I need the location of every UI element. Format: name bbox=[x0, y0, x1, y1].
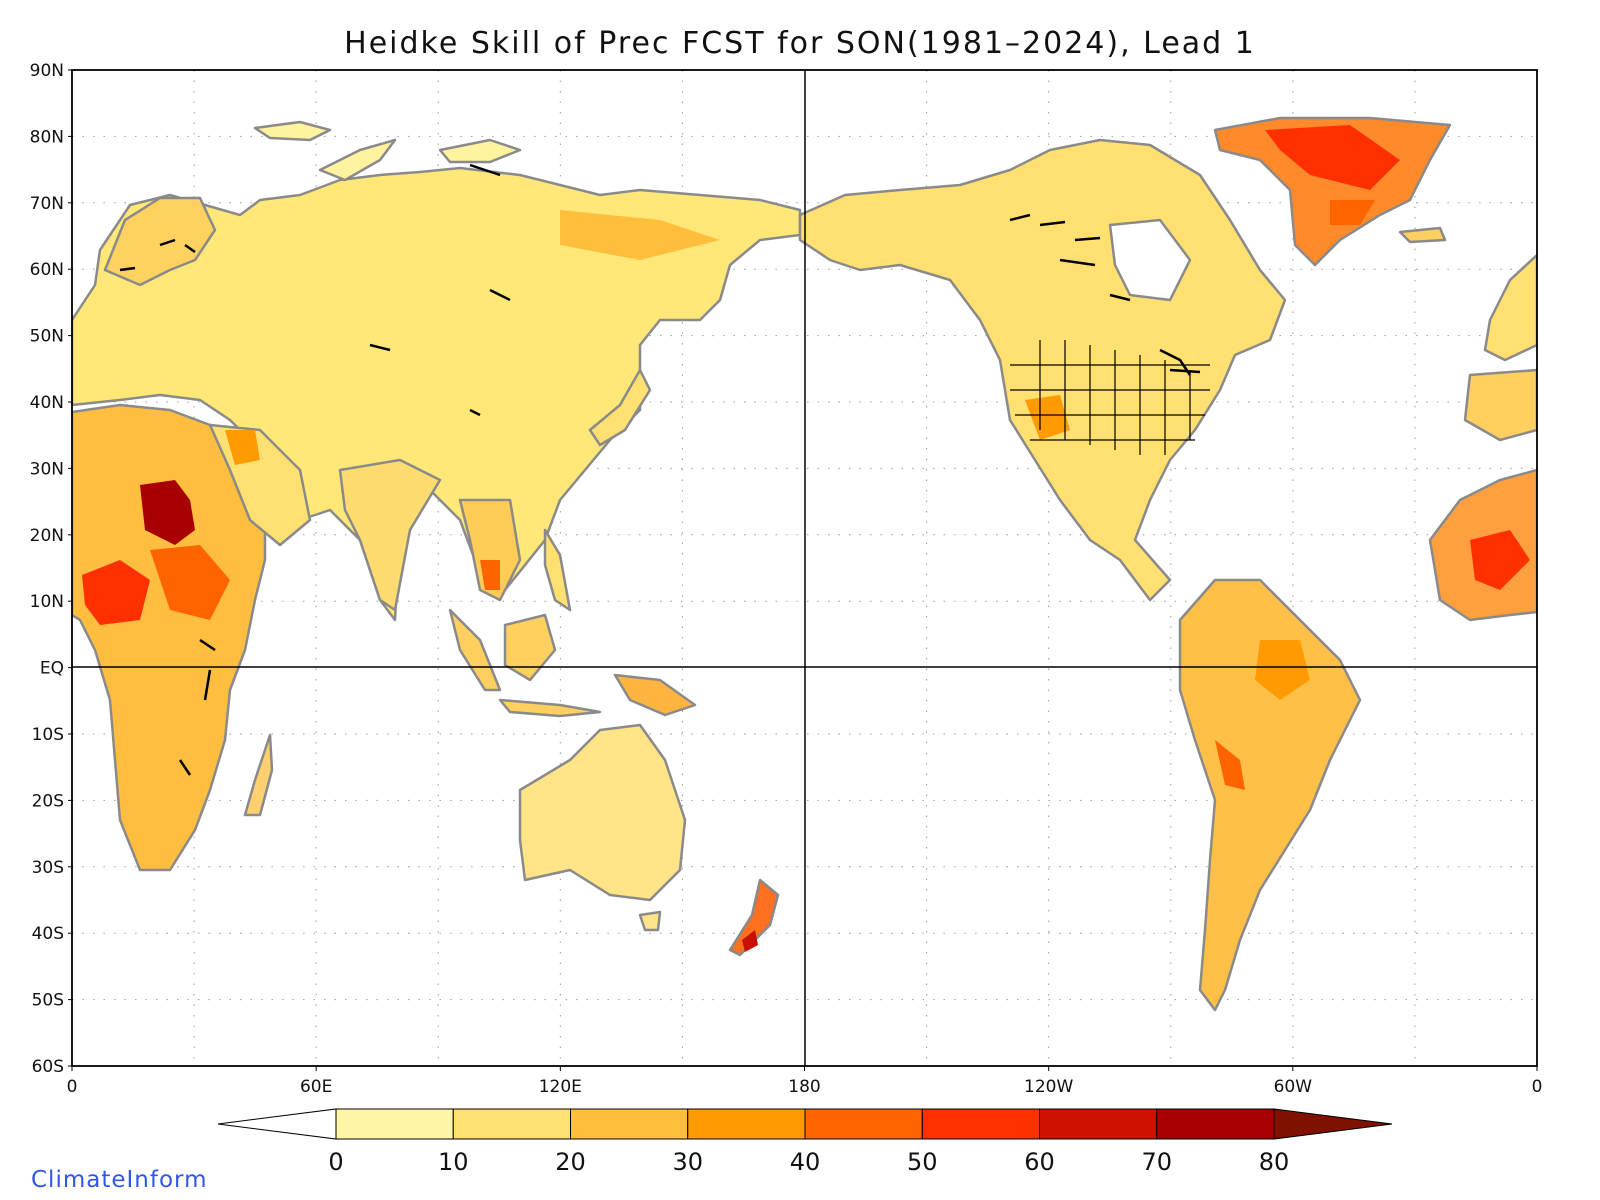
hotspot-indochina bbox=[480, 560, 500, 590]
lat-tick-label: 20S bbox=[32, 791, 64, 811]
land-australia bbox=[518, 723, 687, 902]
hotspot-central-africa-2 bbox=[150, 545, 230, 620]
land-scandinavia bbox=[103, 196, 217, 287]
lon-tick-label: 0 bbox=[1532, 1077, 1543, 1097]
us-state-lines bbox=[1010, 340, 1210, 455]
lon-tick-label: 60W bbox=[1274, 1077, 1313, 1097]
colorbar-bin bbox=[1156, 1108, 1275, 1140]
hotspot-sahel-peak bbox=[140, 480, 195, 545]
hotspot-amazon bbox=[1255, 640, 1310, 700]
lat-tick-label: 10N bbox=[30, 592, 64, 612]
lat-tick-label: 60N bbox=[30, 260, 64, 280]
colorbar-label: 70 bbox=[1141, 1148, 1172, 1176]
lat-tick-label: 40S bbox=[32, 924, 64, 944]
lat-tick-label: 10S bbox=[32, 725, 64, 745]
land-indochina bbox=[458, 498, 522, 602]
colorbar-label: 50 bbox=[907, 1148, 938, 1176]
colorbar-label: 40 bbox=[790, 1148, 821, 1176]
lon-tick-label: 60E bbox=[300, 1077, 332, 1097]
colorbar-label: 10 bbox=[438, 1148, 469, 1176]
lon-tick-label: 0 bbox=[67, 1077, 78, 1097]
lake-outlines bbox=[119, 163, 1201, 776]
lat-tick-label: 30N bbox=[30, 459, 64, 479]
colorbar-label: 60 bbox=[1024, 1148, 1055, 1176]
colorbar-bin bbox=[335, 1108, 454, 1140]
land-novaya bbox=[318, 138, 397, 182]
colorbar: 0 10 20 30 40 50 60 70 80 bbox=[217, 1108, 1393, 1176]
hotspot-greenland-2 bbox=[1330, 200, 1375, 225]
lat-tick-label: 70N bbox=[30, 194, 64, 214]
grid-lines bbox=[72, 70, 1537, 1066]
colorbar-label: 30 bbox=[672, 1148, 703, 1176]
land-svalbard bbox=[253, 120, 332, 142]
land-tasmania bbox=[638, 910, 662, 932]
hotspot-arabia bbox=[225, 430, 260, 465]
colorbar-bin bbox=[570, 1108, 689, 1140]
hotspot-us-southwest bbox=[1025, 395, 1070, 440]
water-hudson-bay bbox=[1108, 218, 1192, 302]
lon-tick-label: 180 bbox=[788, 1077, 820, 1097]
hotspot-central-africa bbox=[82, 560, 150, 625]
land-europe-east bbox=[1483, 253, 1537, 362]
hotspot-siberia bbox=[560, 210, 720, 260]
hotspot-west-africa bbox=[1470, 530, 1530, 590]
lon-tick-label: 120W bbox=[1024, 1077, 1073, 1097]
land-newzealand bbox=[728, 878, 780, 957]
brand-label: ClimateInform bbox=[31, 1167, 208, 1193]
colorbar-over-arrow bbox=[1273, 1108, 1393, 1140]
colorbar-label: 0 bbox=[328, 1148, 343, 1176]
land-south-america bbox=[1178, 578, 1362, 1012]
hotspot-greenland bbox=[1265, 125, 1400, 190]
lat-tick-label: 50N bbox=[30, 327, 64, 347]
lat-tick-label: 90N bbox=[30, 61, 64, 81]
latitude-labels: 90N 80N 70N 60N 50N 40N 30N 20N 10N EQ 10S 20S 30S 40… bbox=[30, 61, 72, 1077]
colorbar-label: 80 bbox=[1259, 1148, 1290, 1176]
longitude-labels: 0 60E 120E 180 120W 60W 0 bbox=[67, 1066, 1543, 1097]
lat-tick-label: 60S bbox=[32, 1057, 64, 1077]
land-philippines bbox=[543, 528, 572, 612]
colorbar-bin bbox=[804, 1108, 923, 1140]
lat-tick-label: 30S bbox=[32, 858, 64, 878]
lat-tick-label: 40N bbox=[30, 393, 64, 413]
land-madagascar bbox=[243, 733, 274, 817]
land-severnaya bbox=[438, 138, 522, 164]
land-iceland bbox=[1398, 226, 1447, 244]
lat-tick-label: 20N bbox=[30, 526, 64, 546]
land-java bbox=[498, 698, 602, 718]
lat-tick-label: 50S bbox=[32, 991, 64, 1011]
land-iberia-east bbox=[1463, 368, 1537, 442]
lon-tick-label: 120E bbox=[539, 1077, 582, 1097]
land-japan bbox=[588, 368, 652, 447]
colorbar-under-arrow bbox=[217, 1108, 337, 1140]
colorbar-bin bbox=[687, 1108, 806, 1140]
colorbar-bin bbox=[452, 1108, 571, 1140]
land-newguinea bbox=[613, 673, 697, 717]
chart-title: Heidke Skill of Prec FCST for SON(1981–2… bbox=[344, 26, 1256, 61]
land-india bbox=[338, 458, 442, 612]
lat-tick-label: EQ bbox=[40, 659, 64, 679]
colorbar-label: 20 bbox=[555, 1148, 586, 1176]
colorbar-bin bbox=[921, 1108, 1040, 1140]
lat-tick-label: 80N bbox=[30, 127, 64, 147]
land-sumatra bbox=[448, 608, 502, 692]
colorbar-bin bbox=[1039, 1108, 1158, 1140]
land-borneo bbox=[503, 613, 557, 682]
hotspot-new-zealand bbox=[742, 930, 758, 952]
hotspot-andes bbox=[1215, 740, 1245, 790]
